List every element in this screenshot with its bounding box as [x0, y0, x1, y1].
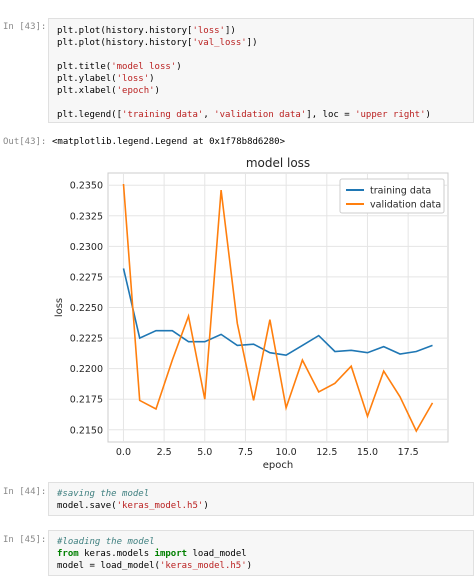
code-string: 'keras_model.h5': [159, 561, 247, 571]
code-line: [57, 97, 465, 109]
x-tick-label: 2.5: [157, 447, 172, 458]
chart-svg: 0.2150 0.2175 0.2200 0.2225 0.2250 0.2275 0.23…: [54, 156, 449, 471]
code-cell[interactable]: #saving the model model.save('keras_model…: [48, 482, 474, 516]
code-line: plt.legend(['training data', 'validation…: [57, 109, 465, 121]
y-axis-label: loss: [54, 298, 65, 317]
code-line: plt.plot(history.history['loss']): [57, 25, 465, 37]
code-line: plt.ylabel('loss'): [57, 73, 465, 85]
code-comment: #loading the model: [57, 537, 155, 547]
y-tick-label: 0.2275: [70, 272, 103, 283]
code-cell[interactable]: #loading the model from keras.models impo…: [48, 530, 474, 576]
cell-prompt: In [44]:: [3, 487, 47, 497]
code-string: 'loss': [192, 26, 225, 36]
code-string: 'keras_model.h5': [116, 501, 204, 511]
code-line: model.save('keras_model.h5'): [57, 500, 465, 512]
code-line: plt.plot(history.history['val_loss']): [57, 37, 465, 49]
code-line: model = load_model('keras_model.h5'): [57, 560, 465, 572]
code-token: load_model: [187, 549, 247, 559]
code-string: 'model loss': [111, 62, 177, 72]
code-string: 'epoch': [116, 86, 155, 96]
x-tick-label: 0.0: [116, 447, 131, 458]
code-line: plt.xlabel('epoch'): [57, 85, 465, 97]
code-string: 'val_loss': [192, 38, 247, 48]
x-axis-label: epoch: [263, 460, 293, 470]
code-token: ,: [203, 110, 215, 120]
code-string: 'loss': [116, 74, 150, 84]
chart-title: model loss: [246, 156, 310, 170]
code-token: ): [425, 110, 431, 120]
y-tick-label: 0.2325: [70, 211, 103, 222]
code-token: plt.ylabel(: [57, 74, 117, 84]
x-tick-label: 17.5: [398, 447, 419, 458]
y-tick-label: 0.2250: [70, 303, 103, 314]
y-tick-label: 0.2300: [70, 242, 103, 253]
code-string: 'training data': [122, 110, 204, 120]
code-keyword: from: [57, 549, 79, 559]
code-token: plt.xlabel(: [57, 86, 117, 96]
code-token: ): [246, 561, 253, 571]
code-token: model = load_model(: [57, 561, 160, 571]
x-tick-label: 7.5: [238, 447, 253, 458]
code-line: from keras.models import load_model: [57, 548, 465, 560]
code-token: plt.plot(history.history[: [57, 26, 193, 36]
series-line: [122, 183, 434, 433]
y-tick-label: 0.2150: [70, 425, 103, 436]
code-token: plt.legend([: [57, 110, 123, 120]
code-token: ): [176, 62, 182, 72]
y-tick-label: 0.2350: [70, 181, 103, 192]
code-keyword: import: [154, 549, 188, 559]
loss-chart: 0.2150 0.2175 0.2200 0.2225 0.2250 0.2275 0.23…: [50, 155, 460, 471]
y-tick-label: 0.2200: [70, 364, 103, 375]
code-token: model.save(: [57, 501, 117, 511]
code-line: plt.title('model loss'): [57, 61, 465, 73]
output-text: <matplotlib.legend.Legend at 0x1f78b8d62…: [52, 137, 285, 147]
legend-label: training data: [370, 186, 431, 197]
code-token: ], loc =: [306, 110, 356, 120]
x-tick-label: 5.0: [197, 447, 212, 458]
y-tick-label: 0.2175: [70, 395, 103, 406]
cell-prompt: In [45]:: [3, 535, 47, 545]
code-line: #loading the model: [57, 536, 465, 548]
code-token: plt.plot(history.history[: [57, 38, 193, 48]
code-token: ): [154, 86, 160, 96]
output-prompt: Out[43]:: [3, 137, 47, 147]
code-token: ]): [224, 26, 236, 36]
code-string: 'validation data': [214, 110, 307, 120]
code-string: 'upper right': [355, 110, 426, 120]
code-token: ]): [246, 38, 258, 48]
legend-label: validation data: [370, 200, 441, 211]
code-token: ): [149, 74, 155, 84]
code-token: plt.title(: [57, 62, 112, 72]
x-tick-label: 15.0: [357, 447, 378, 458]
code-line: [57, 49, 465, 61]
cell-prompt: In [43]:: [3, 22, 47, 32]
code-cell[interactable]: plt.plot(history.history['loss']) plt.plo…: [48, 18, 474, 123]
code-line: #saving the model: [57, 488, 465, 500]
x-tick-label: 10.0: [276, 447, 297, 458]
code-token: keras.models: [78, 549, 155, 559]
series-line: [122, 268, 433, 357]
code-token: ): [203, 501, 209, 511]
y-tick-label: 0.2225: [70, 334, 103, 345]
legend-box: [339, 178, 445, 214]
x-tick-label: 12.5: [316, 447, 337, 458]
code-comment: #saving the model: [57, 489, 150, 499]
